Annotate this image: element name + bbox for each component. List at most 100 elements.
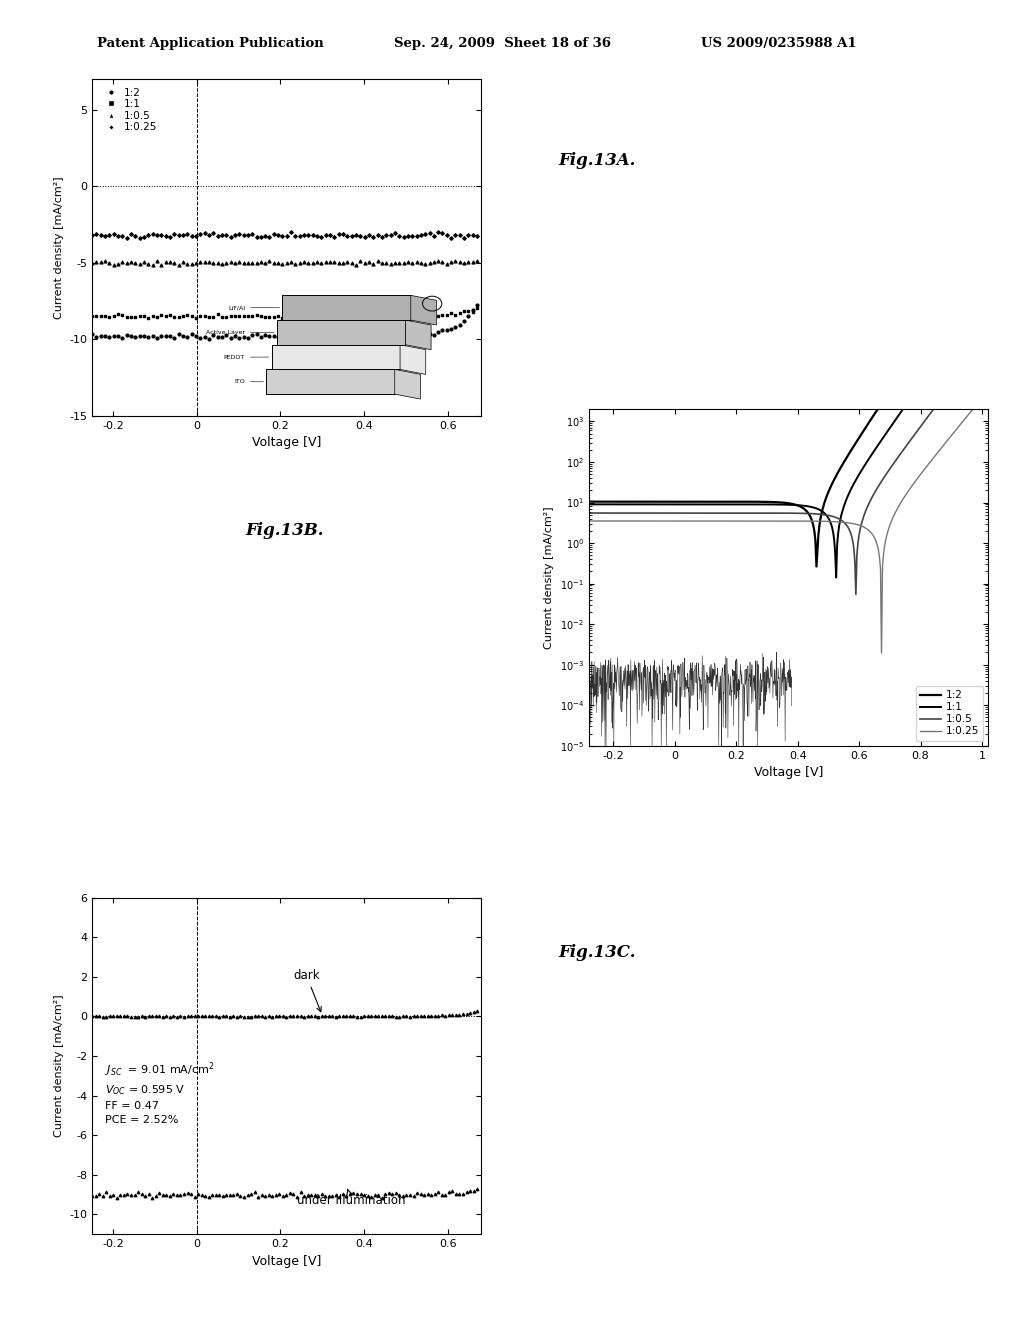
1:1 (317, 308, 334, 329)
1:0.25 (226, 224, 243, 246)
1:0.5 (583, 506, 595, 521)
Point (433, 1005, 450, 1026)
1:1 (84, 305, 100, 326)
1:2 (430, 321, 446, 342)
Point (367, 1006, 383, 1027)
Point (465, 1180, 481, 1201)
Point (274, 1185, 291, 1206)
1:0.5 (88, 252, 104, 273)
Point (91, 1006, 108, 1027)
1:0.25 (404, 226, 421, 247)
1:0.25 (876, 645, 888, 661)
1:0.25 (222, 227, 239, 248)
1:1 (460, 301, 476, 322)
Text: US 2009/0235988 A1: US 2009/0235988 A1 (701, 37, 857, 50)
1:0.5 (179, 253, 196, 275)
1:2 (92, 326, 109, 347)
Text: dark: dark (293, 969, 322, 1011)
1:1 (123, 306, 139, 327)
Point (328, 1006, 344, 1027)
Point (391, 1006, 408, 1027)
1:0.5 (304, 253, 321, 275)
1:2 (399, 323, 416, 345)
1:0.25 (249, 226, 265, 247)
Point (465, 1002, 481, 1023)
1:0.25 (711, 513, 723, 529)
1:2 (279, 327, 295, 348)
1:1 (313, 308, 330, 329)
1:2 (283, 325, 299, 346)
Point (260, 1006, 276, 1027)
Text: Fig.13A.: Fig.13A. (558, 152, 636, 169)
1:1 (830, 570, 843, 586)
1:2 (288, 323, 304, 345)
Point (197, 1185, 213, 1206)
1:2 (343, 326, 359, 347)
1:2 (249, 323, 265, 345)
1:2 (583, 494, 595, 510)
1:2 (426, 325, 442, 346)
Point (222, 1184, 239, 1205)
Point (204, 1185, 220, 1206)
Point (158, 1006, 174, 1027)
1:0.25 (274, 226, 291, 247)
1:1 (304, 305, 321, 326)
1:2 (218, 325, 234, 346)
1:0.5 (331, 252, 347, 273)
1:2 (101, 326, 118, 347)
1:0.25 (360, 224, 377, 246)
Point (469, 1001, 485, 1022)
1:1 (115, 305, 131, 326)
1:0.25 (110, 226, 126, 247)
1:2 (123, 325, 139, 346)
1:0.5 (140, 253, 157, 275)
Point (211, 1184, 227, 1205)
Point (116, 1185, 132, 1206)
Point (430, 1181, 446, 1203)
Point (172, 1006, 188, 1027)
Point (356, 1185, 373, 1206)
1:2 (197, 326, 213, 347)
1:2 (183, 323, 200, 345)
1:0.25 (465, 224, 481, 246)
Point (459, 1003, 475, 1024)
1:2 (166, 327, 182, 348)
1:1 (417, 305, 433, 326)
1:0.25 (300, 224, 316, 246)
Point (267, 1006, 284, 1027)
1:2 (413, 323, 429, 345)
1:1 (148, 306, 165, 327)
1:0.25 (409, 226, 425, 247)
1:0.25 (343, 224, 359, 246)
Text: Sep. 24, 2009  Sheet 18 of 36: Sep. 24, 2009 Sheet 18 of 36 (394, 37, 611, 50)
Point (401, 1006, 418, 1027)
Point (370, 1006, 386, 1027)
Point (420, 1184, 436, 1205)
1:1 (331, 306, 347, 327)
Point (306, 1185, 323, 1206)
1:1 (343, 306, 359, 327)
1:2 (460, 305, 476, 326)
1:1 (154, 305, 170, 326)
X-axis label: Voltage [V]: Voltage [V] (754, 766, 823, 779)
Point (433, 1184, 450, 1205)
Point (282, 1183, 298, 1204)
Point (201, 1187, 217, 1208)
Point (437, 1005, 454, 1026)
Point (384, 1184, 400, 1205)
1:2 (313, 326, 330, 347)
Point (349, 1006, 366, 1027)
Point (101, 1006, 118, 1027)
1:0.25 (88, 223, 104, 244)
Point (317, 1006, 334, 1027)
1:0.5 (366, 253, 382, 275)
1:1 (166, 306, 182, 327)
1:1 (378, 305, 394, 326)
1:0.25 (158, 226, 174, 247)
Line: 1:0.5: 1:0.5 (589, 345, 982, 594)
Point (406, 1006, 422, 1027)
1:2 (119, 325, 135, 346)
Point (243, 1006, 259, 1027)
1:0.25 (209, 226, 225, 247)
1:0.25 (339, 224, 355, 246)
